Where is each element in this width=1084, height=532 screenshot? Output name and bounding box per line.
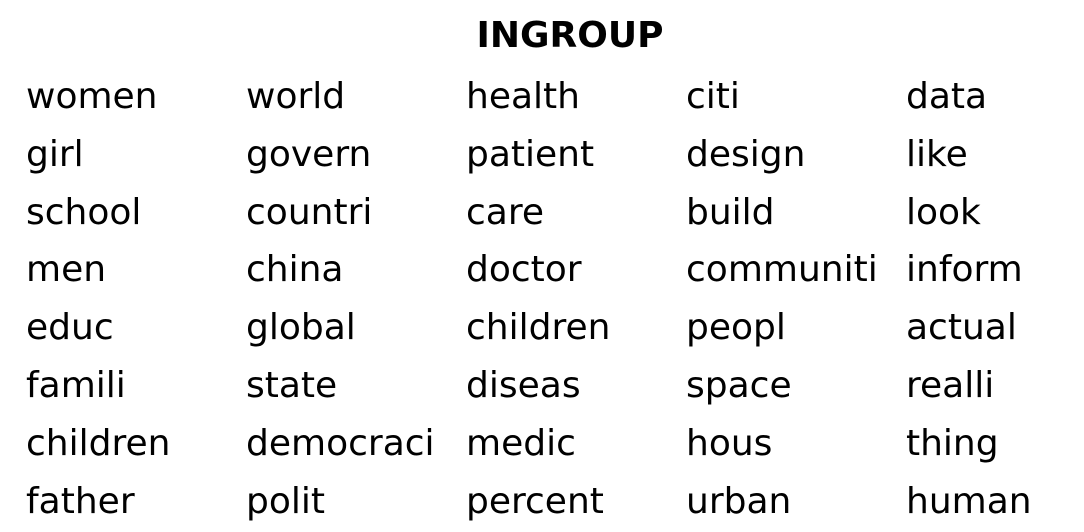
word-cell: children (466, 307, 611, 349)
word-cell: countri (246, 191, 373, 233)
word-cell: care (466, 191, 545, 233)
word-cell: thing (906, 422, 999, 464)
word-cell: inform (906, 249, 1023, 291)
word-cell: diseas (466, 364, 581, 406)
word-cell: polit (246, 480, 325, 522)
word-cell: girl (26, 133, 84, 175)
word-grid: women world health citi data girl govern… (26, 68, 1084, 530)
word-cell: data (906, 76, 988, 117)
table-title: INGROUP (476, 15, 664, 56)
word-cell: peopl (686, 307, 786, 349)
word-cell: medic (466, 422, 576, 464)
word-cell: like (906, 133, 968, 175)
word-cell: patient (466, 133, 595, 175)
word-cell: actual (906, 307, 1017, 349)
word-cell: health (466, 76, 580, 117)
word-cell: educ (26, 307, 114, 349)
word-cell: men (26, 249, 107, 291)
word-cell: percent (466, 480, 604, 522)
word-cell: build (686, 191, 775, 233)
word-cell: urban (686, 480, 792, 522)
word-cell: human (906, 480, 1032, 522)
word-cell: world (246, 76, 346, 117)
word-cell: look (906, 191, 981, 233)
word-cell: space (686, 364, 792, 406)
word-cell: design (686, 133, 806, 175)
word-cell: famili (26, 364, 126, 406)
word-cell: school (26, 191, 142, 233)
word-cell: father (26, 480, 135, 522)
word-cell: citi (686, 76, 740, 117)
word-cell: govern (246, 133, 372, 175)
word-cell: state (246, 364, 338, 406)
word-cell: realli (906, 364, 995, 406)
word-cell: global (246, 307, 356, 349)
word-cell: children (26, 422, 171, 464)
word-cell: china (246, 249, 344, 291)
word-cell: doctor (466, 249, 582, 291)
word-cell: hous (686, 422, 773, 464)
word-cell: democraci (246, 422, 435, 464)
word-cell: women (26, 76, 158, 117)
word-cell: communiti (686, 249, 878, 291)
